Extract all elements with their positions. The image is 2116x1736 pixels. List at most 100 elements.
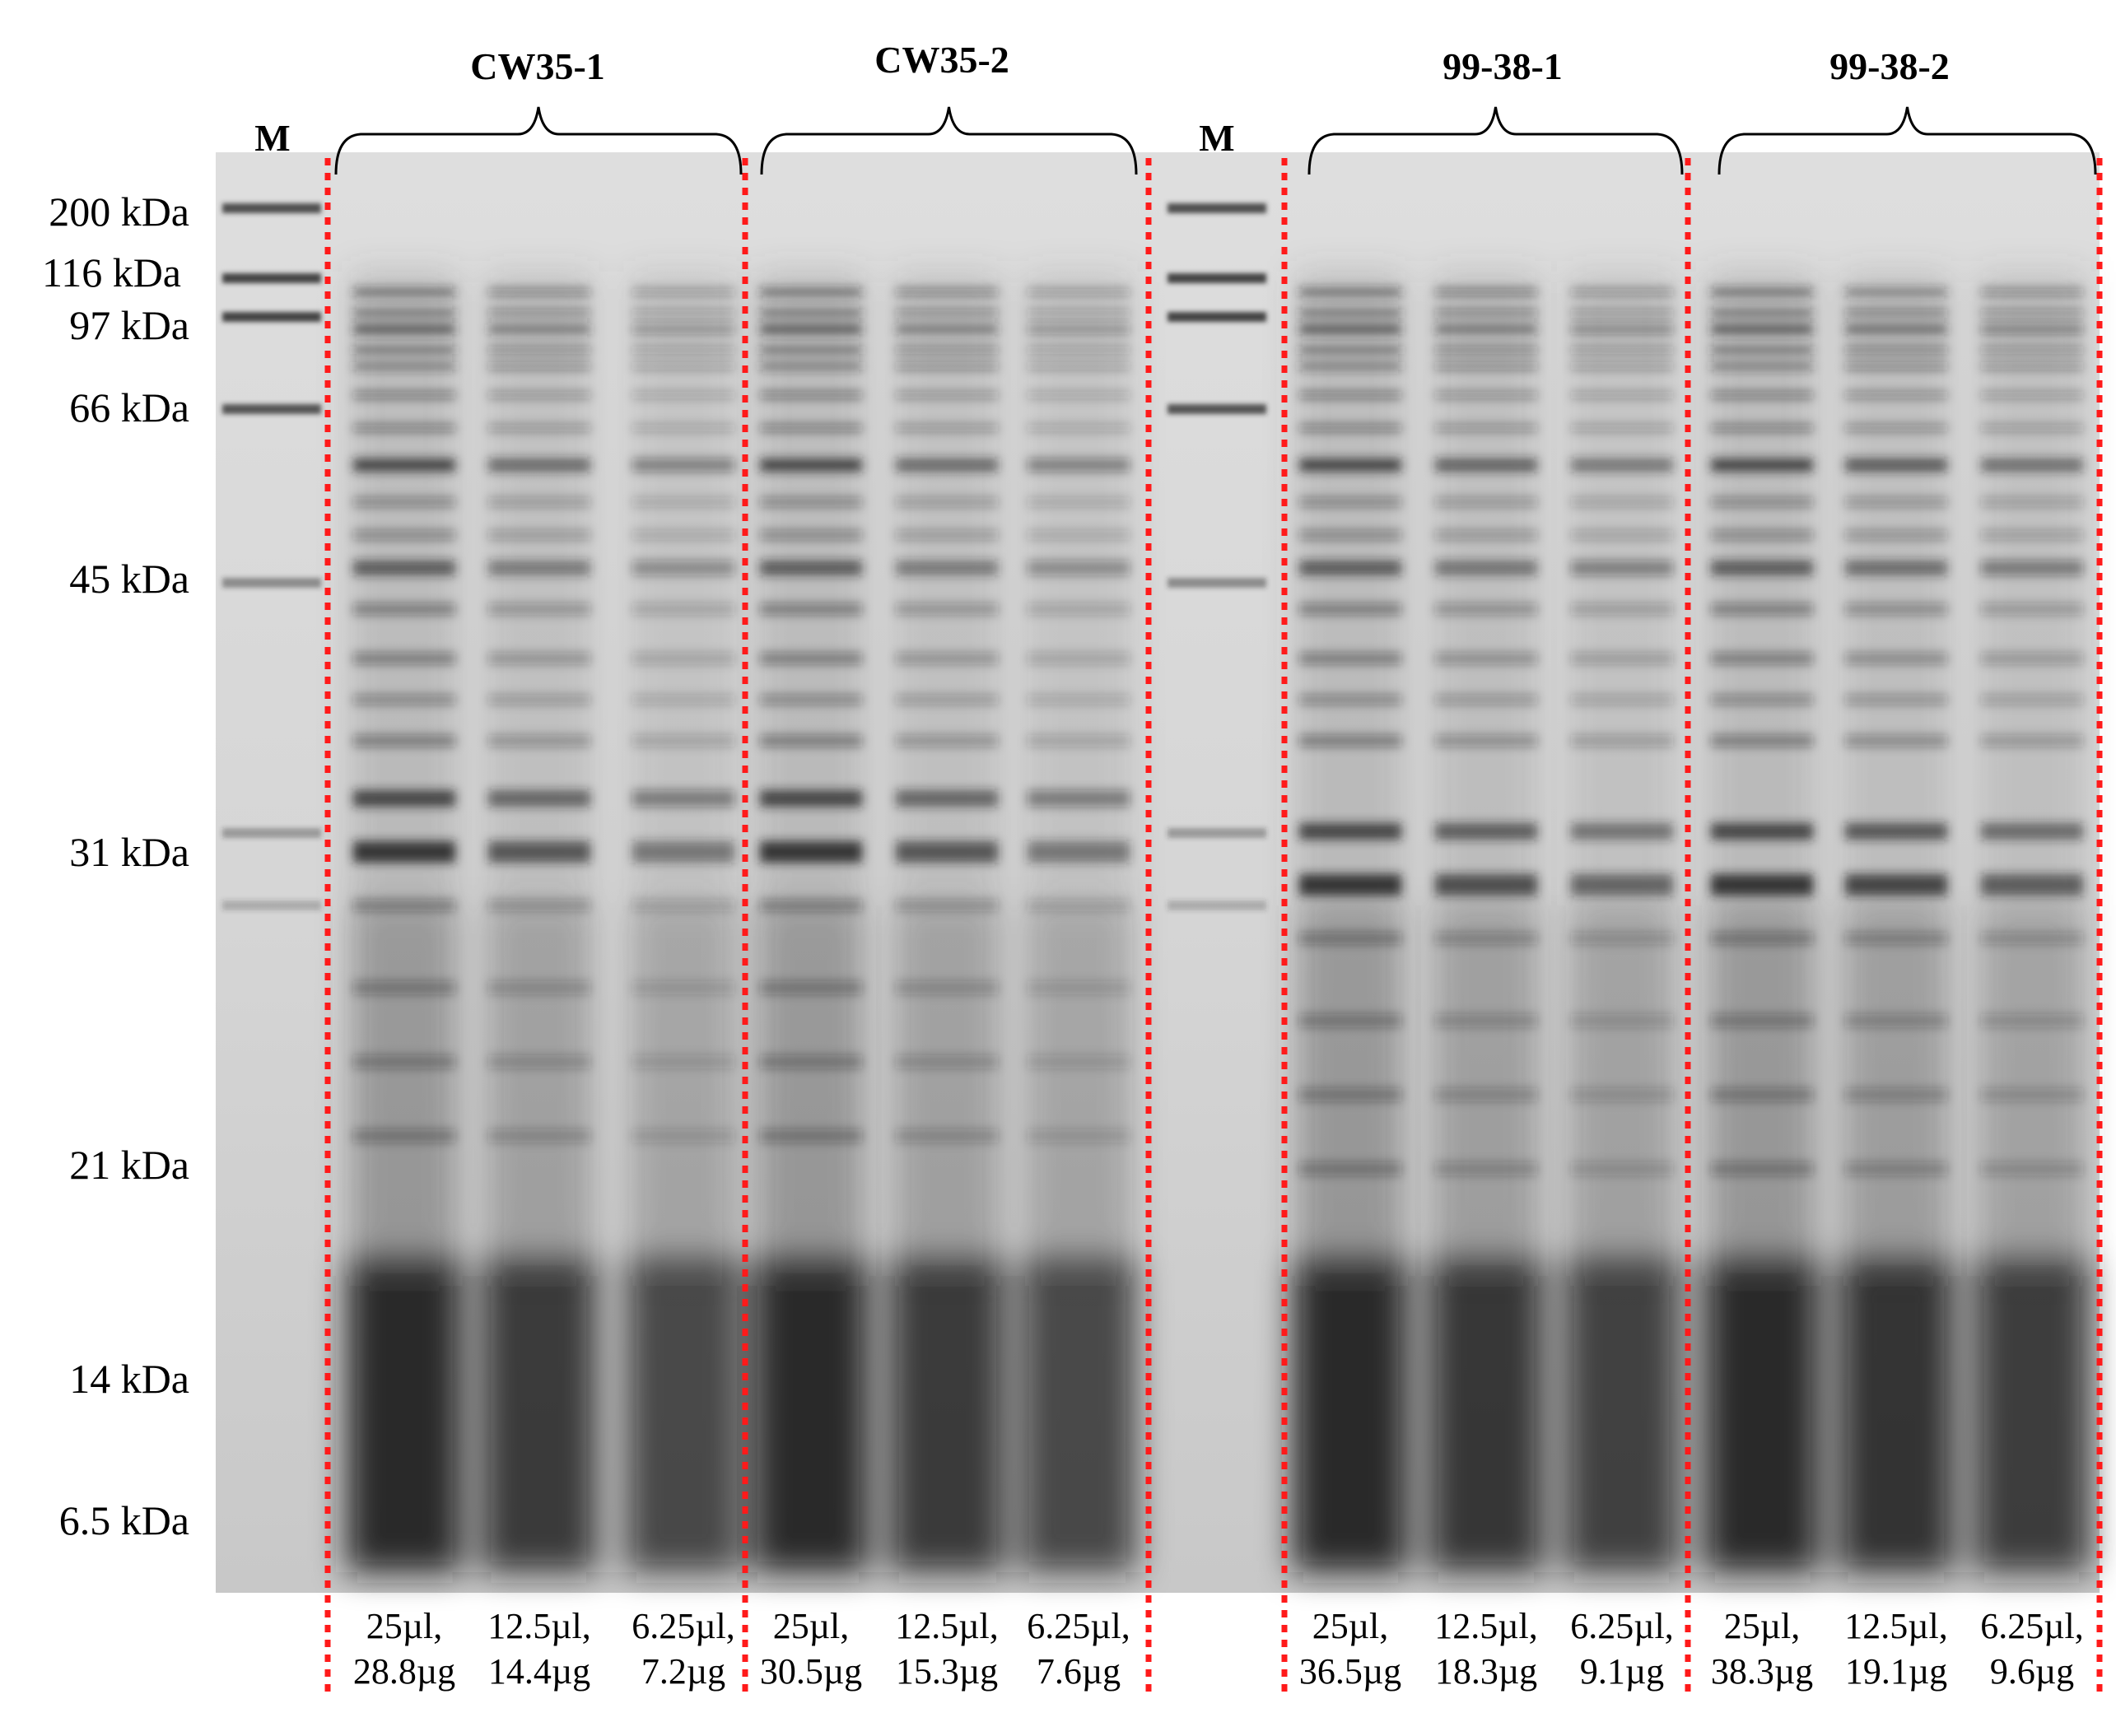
lane-band <box>1981 458 2083 472</box>
lane-band <box>1028 1055 1130 1068</box>
marker-band <box>222 828 321 838</box>
lane-band <box>353 1129 455 1143</box>
lane-band <box>1571 874 1673 896</box>
lane-band <box>1845 346 1947 354</box>
lane-band <box>1299 362 1401 370</box>
lane-mass: 7.2µg <box>641 1651 726 1692</box>
marker-band <box>222 312 321 322</box>
marker-band <box>1168 901 1266 910</box>
lane-band <box>1711 695 1813 705</box>
lane-band <box>896 1129 998 1143</box>
marker-band <box>222 203 321 213</box>
lane-band <box>896 1055 998 1068</box>
lane-band <box>760 1129 862 1143</box>
lane-smear <box>1433 272 1540 905</box>
lane-mass: 9.1µg <box>1579 1651 1665 1692</box>
lane-band <box>1028 735 1130 747</box>
lane-volume: 6.25µl, <box>1980 1606 2084 1646</box>
group-label-99-38-2: 99-38-2 <box>1829 45 1950 87</box>
lane-band <box>760 603 862 615</box>
lane-band <box>1981 288 2083 296</box>
lane-band <box>1299 424 1401 432</box>
lane-band <box>488 530 590 540</box>
lane-band <box>353 653 455 664</box>
lane-band <box>488 362 590 370</box>
lane-band <box>1028 653 1130 664</box>
lane-amount-6: 6.25µl, 7.6µg <box>1017 1603 1140 1694</box>
mw-label-14: 14 kDa <box>69 1356 189 1402</box>
lane-band <box>488 695 590 705</box>
lane-mass: 15.3µg <box>895 1651 999 1692</box>
lane-band <box>1845 362 1947 370</box>
lane-band <box>1299 735 1401 747</box>
mw-label-116: 116 kDa <box>42 249 181 296</box>
lane-band <box>353 735 455 747</box>
lane-band <box>760 1055 862 1068</box>
lane-band <box>896 735 998 747</box>
lane-amount-12: 6.25µl, 9.6µg <box>1970 1603 2094 1694</box>
lane-band <box>1435 324 1537 334</box>
group-label-99-38-1: 99-38-1 <box>1443 45 1563 87</box>
lane-band <box>896 346 998 354</box>
lane-band <box>760 735 862 747</box>
lane-band <box>1845 561 1947 575</box>
mw-label-31: 31 kDa <box>69 829 189 875</box>
lane-smear <box>889 1259 1004 1572</box>
lane-band <box>1845 1088 1947 1101</box>
lane-band <box>353 324 455 334</box>
lane-band <box>632 288 734 296</box>
lane-band <box>1435 530 1537 540</box>
lane-amount-10: 25µl, 38.3µg <box>1700 1603 1824 1694</box>
group-label-cw35-1: CW35-1 <box>470 45 605 87</box>
lane-band <box>632 424 734 432</box>
lane-mass: 30.5µg <box>759 1651 863 1692</box>
lane-band <box>1845 458 1947 472</box>
group-brace <box>760 106 1138 175</box>
lane-band <box>632 346 734 354</box>
lane-band <box>1299 603 1401 615</box>
lane-band <box>1571 653 1673 664</box>
mw-label-66: 66 kDa <box>69 384 189 431</box>
lane-band <box>632 1129 734 1143</box>
lane-band <box>1711 1088 1813 1101</box>
lane-band <box>488 288 590 296</box>
lane-band <box>488 790 590 807</box>
lane-band <box>896 900 998 911</box>
lane-smear <box>1708 272 1815 905</box>
lane-band <box>353 561 455 575</box>
lane-band <box>1571 933 1673 944</box>
lane-amount-2: 12.5µl, 14.4µg <box>478 1603 601 1694</box>
lane-band <box>1571 823 1673 840</box>
lane-band <box>488 603 590 615</box>
lane-band <box>1571 458 1673 472</box>
lane-band <box>760 497 862 507</box>
lane-smear <box>482 1259 597 1572</box>
lane-band <box>488 981 590 994</box>
lane-band <box>1845 1014 1947 1027</box>
lane-band <box>760 288 862 296</box>
lane-band <box>760 653 862 664</box>
lane-band <box>896 981 998 994</box>
lane-band <box>488 497 590 507</box>
lane-volume: 6.25µl, <box>1027 1606 1130 1646</box>
lane-band <box>1981 735 2083 747</box>
group-brace <box>1718 106 2097 175</box>
lane-band <box>1981 309 2083 317</box>
lane-band <box>632 981 734 994</box>
lane-band <box>632 530 734 540</box>
lane-smear <box>1564 1259 1680 1572</box>
lane-band <box>760 900 862 911</box>
lane-band <box>1845 288 1947 296</box>
lane-band <box>1711 362 1813 370</box>
lane-band <box>1571 324 1673 334</box>
lane-band <box>488 346 590 354</box>
lane-band <box>1711 391 1813 399</box>
lane-band <box>1981 603 2083 615</box>
lane-band <box>632 735 734 747</box>
lane-band <box>1028 841 1130 863</box>
lane-band <box>1028 1129 1130 1143</box>
lane-band <box>1981 653 2083 664</box>
lane-band <box>1028 458 1130 472</box>
lane-band <box>1028 561 1130 575</box>
